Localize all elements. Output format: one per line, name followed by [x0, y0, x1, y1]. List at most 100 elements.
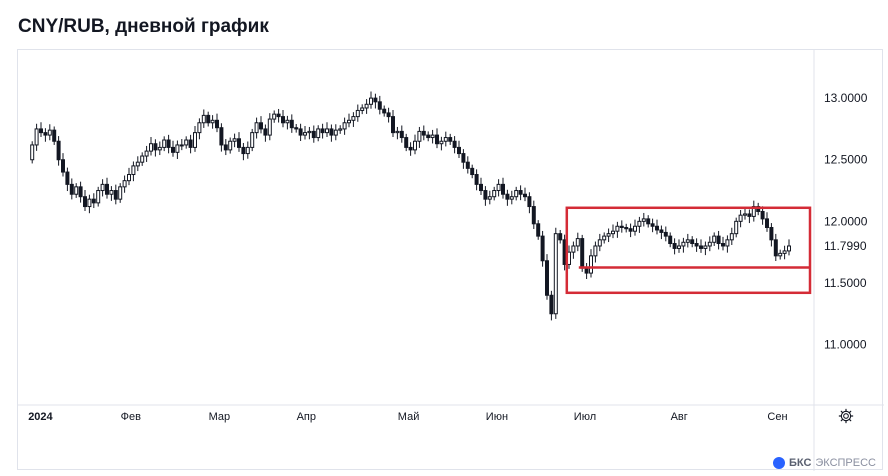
candle: [593, 241, 598, 263]
candle: [549, 290, 554, 321]
candle: [74, 183, 79, 198]
price-axis[interactable]: 13.0000 12.5000 12.0000 11.7990 11.5000 11.00…: [824, 91, 868, 351]
candle: [685, 233, 690, 248]
candle: [311, 125, 316, 143]
candlestick-chart[interactable]: 13.0000 12.5000 12.0000 11.7990 11.5000 11.00…: [18, 50, 884, 471]
candle: [245, 141, 250, 159]
candle: [558, 229, 563, 244]
candle: [523, 187, 527, 202]
candle: [751, 200, 756, 222]
candle: [703, 241, 708, 256]
candle: [391, 109, 395, 138]
candle: [778, 249, 783, 260]
y-tick-label: 11.0000: [824, 338, 867, 352]
candle: [443, 131, 448, 147]
annotation-rectangle[interactable]: [565, 206, 812, 295]
candle: [747, 209, 752, 224]
candle: [571, 241, 576, 259]
candle: [342, 117, 347, 135]
candle: [584, 262, 589, 280]
candle: [619, 220, 624, 233]
candle: [43, 128, 48, 142]
chart-container[interactable]: 13.0000 12.5000 12.0000 11.7990 11.5000 11.00…: [17, 49, 884, 471]
candle: [738, 210, 743, 228]
x-tick-label: Сен: [767, 411, 787, 423]
x-tick-label: Июл: [574, 411, 596, 423]
y-tick-label: 13.0000: [824, 91, 868, 105]
candle: [430, 129, 435, 144]
candle: [663, 226, 668, 242]
candle: [127, 167, 131, 186]
candle: [320, 123, 325, 139]
candle: [615, 221, 620, 238]
candle: [276, 108, 281, 123]
candle: [360, 104, 365, 115]
candle: [175, 140, 180, 159]
candle: [254, 117, 259, 139]
candle: [765, 212, 769, 232]
candle: [369, 91, 373, 109]
gear-icon[interactable]: [838, 408, 854, 424]
candle: [668, 232, 673, 248]
candle: [760, 206, 765, 225]
candle: [417, 126, 422, 148]
candle: [694, 238, 699, 252]
candle: [333, 124, 338, 141]
candle: [140, 152, 145, 166]
candle: [298, 123, 303, 142]
candle: [100, 179, 105, 197]
candle: [228, 137, 233, 154]
candle: [87, 194, 92, 214]
candle: [184, 136, 189, 149]
candle: [536, 220, 541, 240]
candle: [448, 133, 453, 145]
candle: [602, 232, 607, 244]
candle: [338, 125, 343, 134]
candle: [39, 122, 43, 138]
candle: [78, 181, 83, 203]
candle: [307, 126, 312, 140]
candle: [518, 185, 523, 201]
candle: [514, 186, 519, 201]
candle: [628, 223, 633, 238]
x-tick-label: Май: [398, 411, 420, 423]
candle: [782, 245, 787, 260]
candle: [474, 169, 479, 191]
candle: [241, 142, 246, 161]
x-tick-label: 2024: [28, 411, 53, 423]
candle: [289, 114, 294, 133]
candle: [118, 183, 123, 203]
candle: [655, 219, 659, 235]
candle: [30, 141, 35, 164]
candle: [452, 136, 457, 154]
candle: [355, 104, 360, 122]
candle: [527, 192, 532, 214]
candle: [285, 115, 290, 130]
candle: [606, 228, 611, 243]
y-tick-label: 12.5000: [824, 153, 868, 167]
candle: [492, 186, 497, 201]
candle: [325, 122, 329, 138]
candles-group: [30, 91, 791, 321]
candle: [426, 131, 431, 142]
candle: [201, 109, 206, 128]
candle: [272, 110, 277, 123]
candle: [487, 190, 492, 205]
candle: [672, 238, 677, 255]
candle: [96, 186, 101, 207]
candle: [144, 145, 149, 162]
candle: [457, 140, 461, 159]
candle: [179, 139, 184, 151]
candle: [773, 233, 778, 262]
candle: [263, 124, 268, 142]
candle: [439, 136, 444, 151]
time-axis[interactable]: 2024 Фев Мар Апр Май Июн Июл Авг Сен: [28, 411, 787, 423]
candle: [659, 225, 664, 240]
candle: [408, 142, 413, 156]
candle: [105, 177, 109, 199]
x-tick-label: Апр: [297, 411, 316, 423]
candle: [712, 232, 717, 246]
candle: [470, 164, 475, 179]
candle: [707, 236, 712, 252]
candle: [347, 113, 351, 128]
